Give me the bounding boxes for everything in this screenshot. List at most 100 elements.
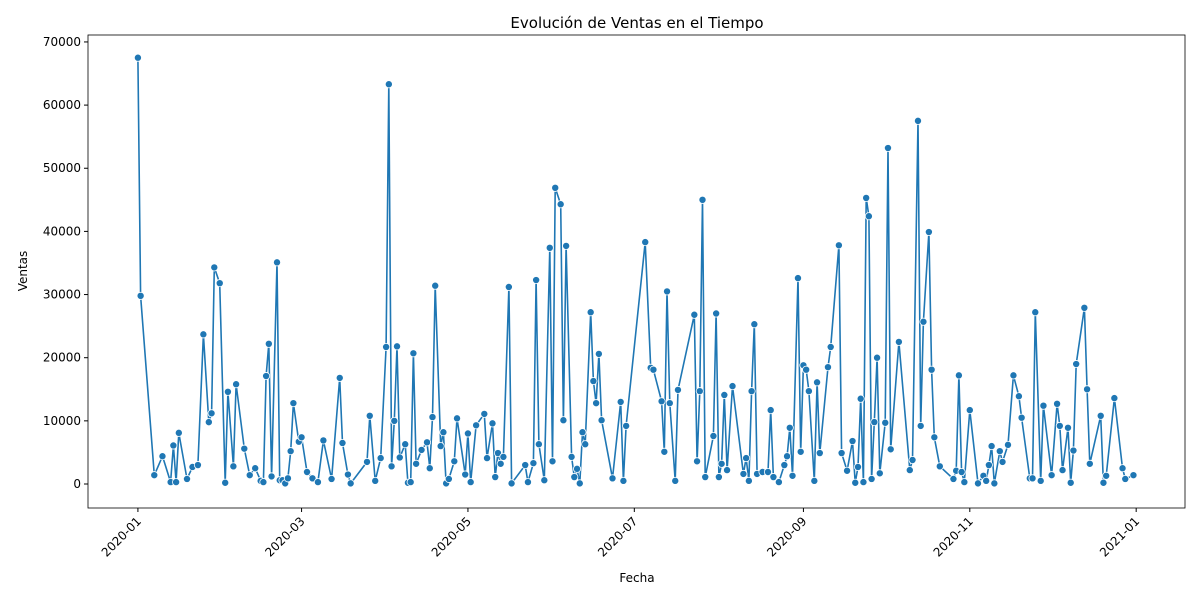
data-point <box>813 378 822 387</box>
data-point <box>867 474 876 483</box>
data-point <box>1047 471 1056 480</box>
data-point <box>150 471 159 480</box>
data-point <box>133 53 142 62</box>
data-point <box>423 438 432 447</box>
data-point <box>346 479 355 488</box>
data-point <box>488 419 497 428</box>
data-point <box>232 380 241 389</box>
data-point <box>1039 401 1048 410</box>
data-point <box>747 387 756 396</box>
data-point <box>567 452 576 461</box>
data-point <box>949 474 958 483</box>
data-point <box>409 349 418 358</box>
data-point <box>556 200 565 209</box>
x-tick-label: 2020-01 <box>99 514 144 559</box>
data-point <box>136 291 145 300</box>
data-point <box>436 442 445 451</box>
data-point <box>619 476 628 485</box>
data-point <box>363 457 372 466</box>
data-point <box>504 282 513 291</box>
data-point <box>597 416 606 425</box>
data-point <box>783 452 792 461</box>
data-point <box>223 387 232 396</box>
data-point <box>720 390 729 399</box>
data-point <box>796 447 805 456</box>
data-point <box>1096 411 1105 420</box>
y-tick-label: 70000 <box>43 35 81 49</box>
data-point <box>548 457 557 466</box>
x-tick-label: 2020-05 <box>429 514 474 559</box>
data-point <box>570 473 579 482</box>
data-point <box>1031 308 1040 317</box>
data-point <box>848 437 857 446</box>
data-point <box>774 478 783 487</box>
data-point <box>586 308 595 317</box>
data-point <box>395 453 404 462</box>
data-point <box>916 421 925 430</box>
data-point <box>673 385 682 394</box>
data-point <box>1036 476 1045 485</box>
data-point <box>259 478 268 487</box>
data-point <box>1063 423 1072 432</box>
data-point <box>521 461 530 470</box>
data-point <box>578 428 587 437</box>
data-point <box>319 436 328 445</box>
data-point <box>1102 471 1111 480</box>
data-point <box>709 432 718 441</box>
data-point <box>313 478 322 487</box>
data-point <box>695 387 704 396</box>
data-point <box>453 414 462 423</box>
data-point <box>327 474 336 483</box>
data-point <box>450 457 459 466</box>
data-point <box>862 193 871 202</box>
data-point <box>532 276 541 285</box>
data-point <box>894 337 903 346</box>
data-point <box>573 464 582 473</box>
data-point <box>982 476 991 485</box>
y-tick-label: 30000 <box>43 288 81 302</box>
data-point <box>387 462 396 471</box>
data-point <box>1053 399 1062 408</box>
data-point <box>990 479 999 488</box>
data-point <box>908 456 917 465</box>
plot-frame <box>87 34 1186 509</box>
data-point <box>444 474 453 483</box>
data-point <box>1118 464 1127 473</box>
data-point <box>957 468 966 477</box>
data-point <box>995 447 1004 456</box>
data-point <box>965 406 974 415</box>
data-point <box>382 342 391 351</box>
data-point <box>461 470 470 479</box>
data-point <box>264 339 273 348</box>
data-point <box>289 399 298 408</box>
data-point <box>712 309 721 318</box>
data-point <box>843 466 852 475</box>
data-point <box>499 452 508 461</box>
data-point <box>1080 303 1089 312</box>
data-point <box>562 241 571 250</box>
data-point <box>466 478 475 487</box>
data-point <box>169 441 178 450</box>
data-point <box>1110 394 1119 403</box>
data-point <box>883 144 892 153</box>
data-point <box>338 438 347 447</box>
data-point <box>815 449 824 458</box>
data-point <box>412 459 421 468</box>
y-tick-label: 40000 <box>43 224 81 238</box>
data-point <box>853 462 862 471</box>
data-point <box>875 469 884 478</box>
data-point <box>671 476 680 485</box>
data-point <box>540 476 549 485</box>
data-point <box>851 478 860 487</box>
data-point <box>1014 392 1023 401</box>
x-tick-label: 2020-03 <box>262 514 307 559</box>
data-point <box>665 399 674 408</box>
data-point <box>870 418 879 427</box>
data-point <box>739 469 748 478</box>
x-tick-label: 2020-09 <box>764 514 809 559</box>
data-point <box>425 464 434 473</box>
data-point <box>491 473 500 482</box>
data-point <box>215 279 224 288</box>
data-point <box>1055 421 1064 430</box>
data-point <box>267 472 276 481</box>
